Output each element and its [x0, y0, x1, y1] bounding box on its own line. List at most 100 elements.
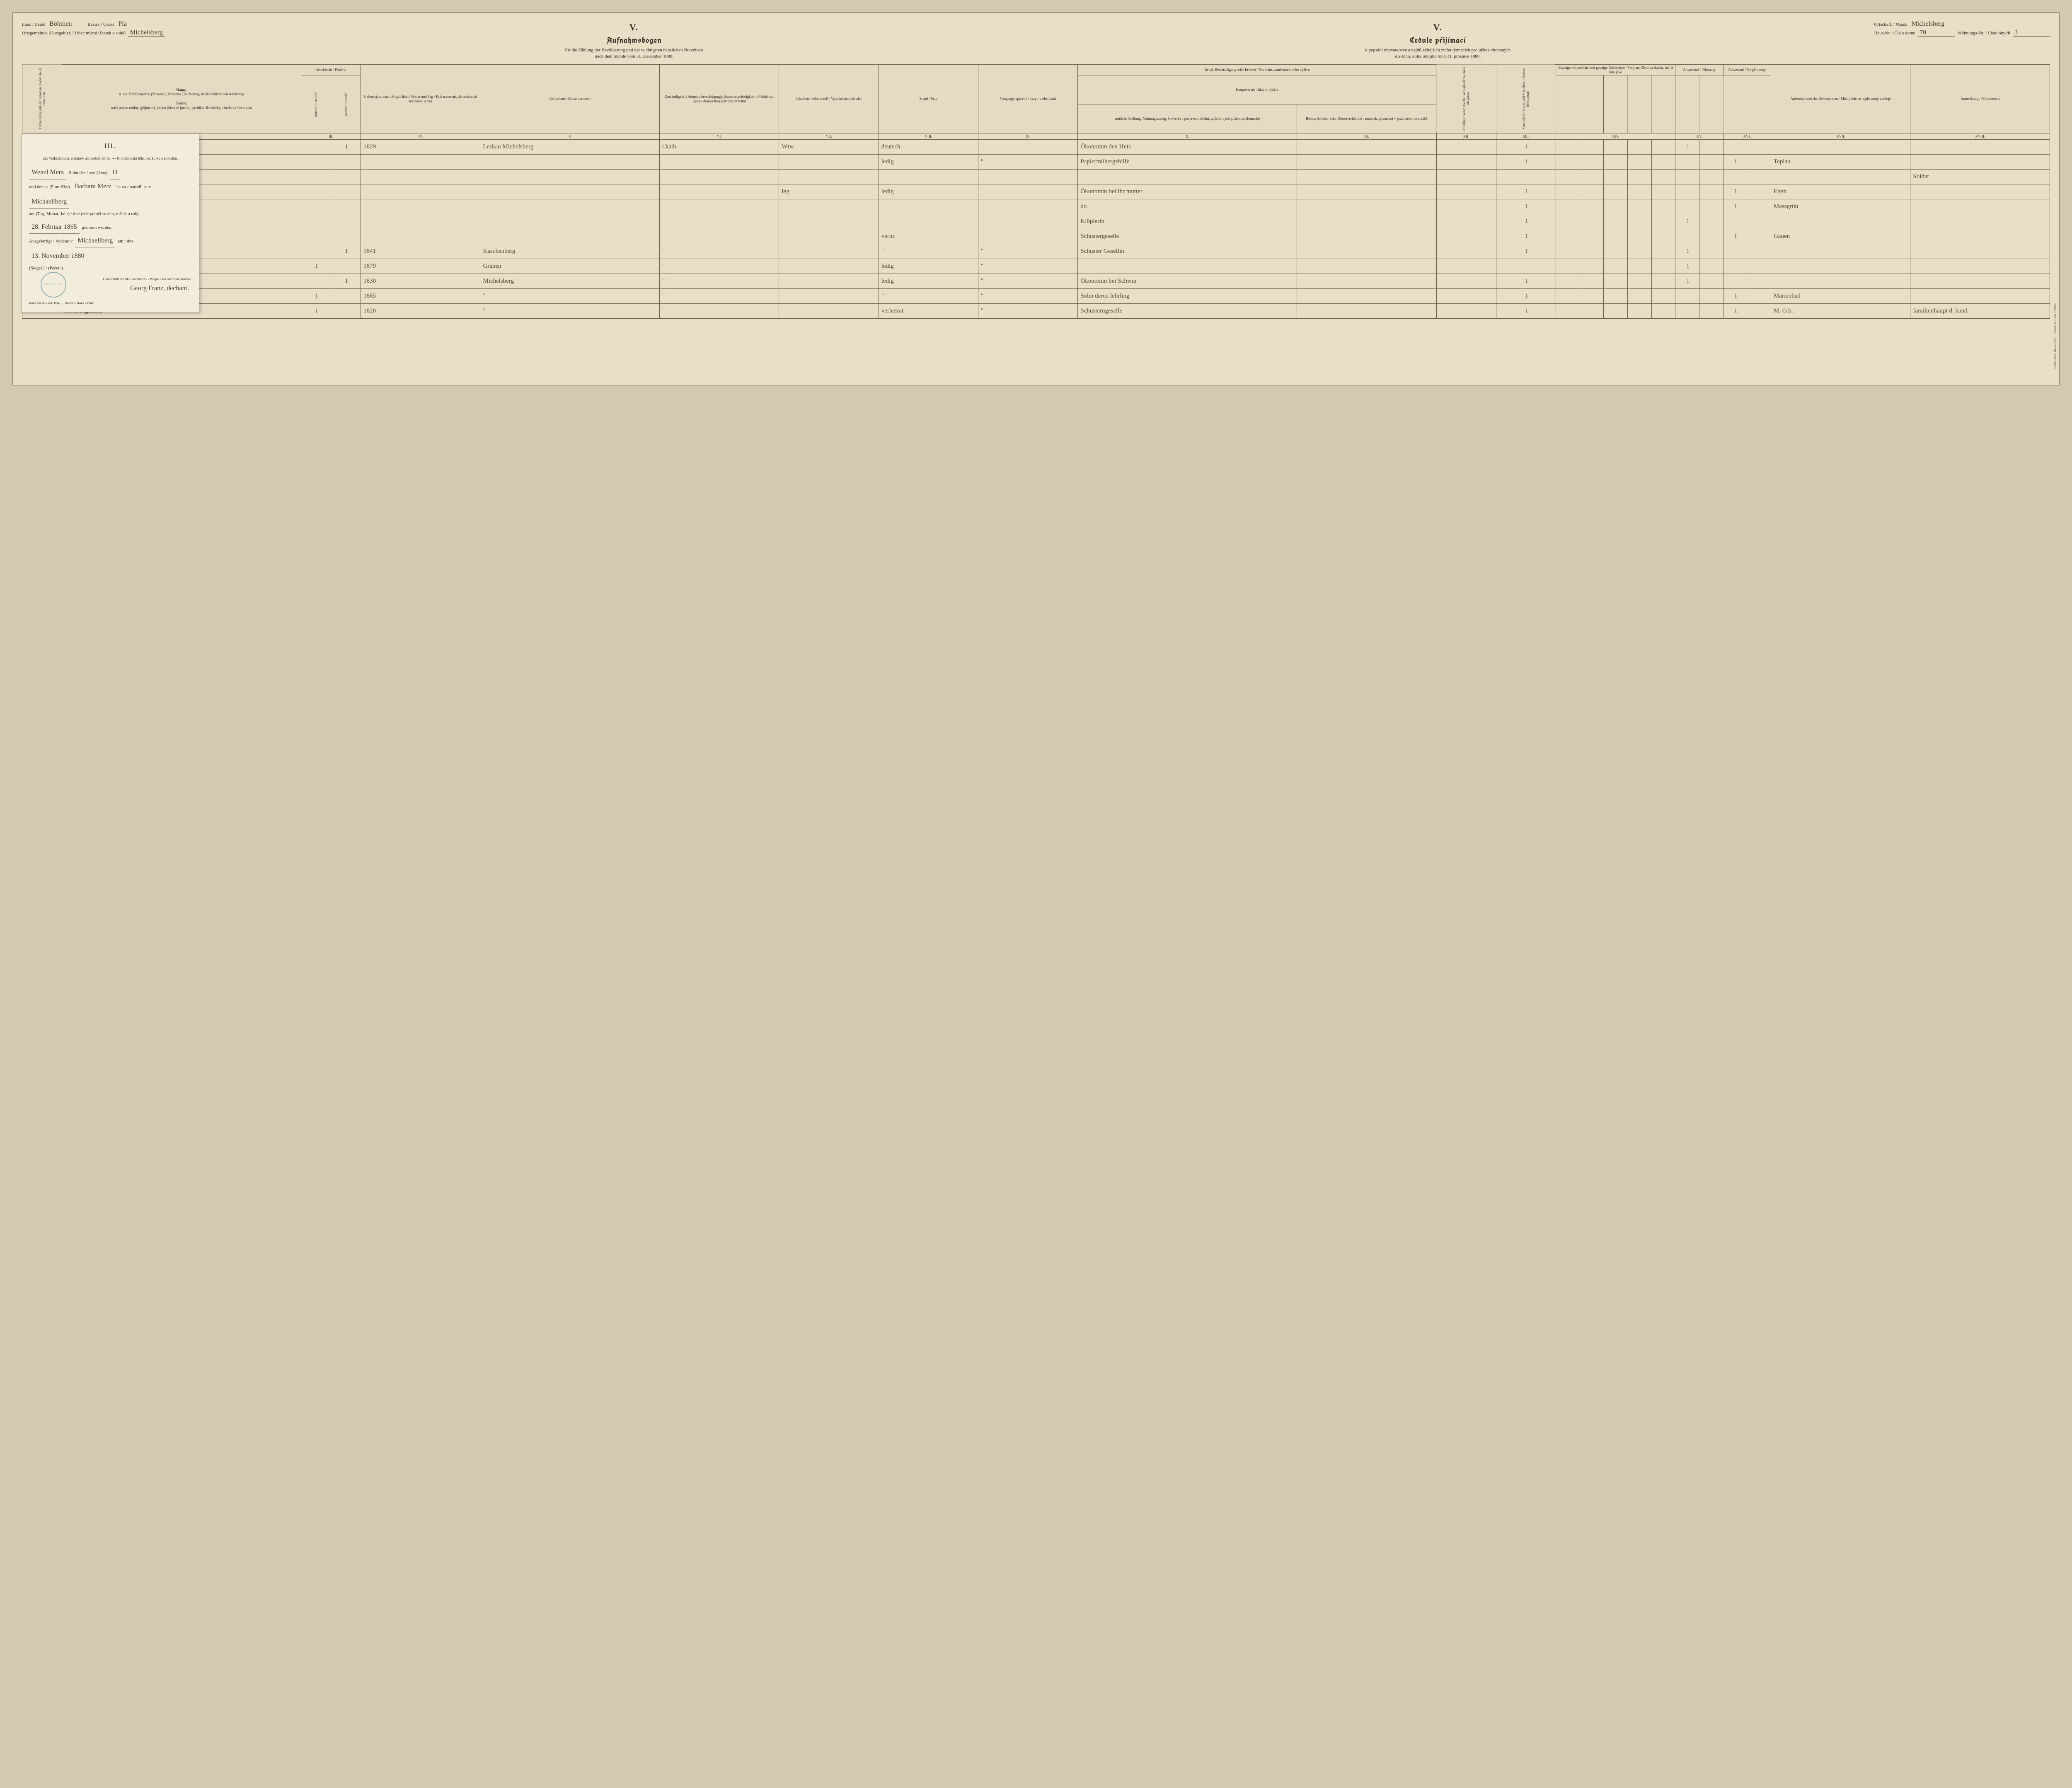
cell: [1699, 274, 1723, 289]
cell: [1604, 259, 1628, 274]
cell: [1651, 229, 1675, 244]
cell: 1: [1496, 184, 1556, 199]
sub-de-1: für die Zählung der Bevölkerung und der …: [249, 47, 1019, 53]
cell: [1910, 155, 2050, 170]
cell: [1556, 214, 1580, 229]
cell: [1556, 304, 1580, 319]
cell: ": [978, 304, 1078, 319]
cell: [779, 259, 879, 274]
cell: ": [660, 244, 779, 259]
h-neben: Allfälliger Nebenerwerb / Vedlejší výživ…: [1436, 64, 1496, 133]
ortschaft-label: Ortschaft: / Osada: [1874, 22, 1907, 27]
cell: Schusterngeselle: [1078, 304, 1297, 319]
cell: [1651, 140, 1675, 155]
cell: [1699, 214, 1723, 229]
cell: [331, 229, 361, 244]
h-birthyear: Geburtsjahr, nach Möglichkeit Monat und …: [361, 64, 480, 133]
cell: [1604, 229, 1628, 244]
cell: Soldat: [1910, 170, 2050, 184]
table-row: 12Mörz Sigmund11820""verheirat"Schustern…: [22, 304, 2050, 319]
cell: [1675, 304, 1699, 319]
haus-value: 70: [1918, 29, 1955, 37]
cell: [978, 184, 1078, 199]
cell: [1496, 259, 1556, 274]
cell: [779, 214, 879, 229]
cell: [1723, 170, 1747, 184]
cn: V.: [480, 133, 660, 140]
cell: [1627, 184, 1651, 199]
table-body: 1Mörz Ener11829Leskau Michelsbergr.kathW…: [22, 140, 2050, 319]
cell: 1: [1723, 184, 1747, 199]
cell: [1297, 244, 1436, 259]
cell: 1: [1496, 214, 1556, 229]
cell: [1556, 155, 1580, 170]
cell: [1675, 289, 1699, 304]
cell: [480, 229, 660, 244]
h-occ-top: Beruf, Beschäftigung oder Erwerb / Povol…: [1078, 64, 1436, 75]
cell: [779, 155, 879, 170]
cell: 1: [1496, 155, 1556, 170]
cell: 1: [1675, 214, 1699, 229]
cell: [1436, 259, 1496, 274]
cell: [1580, 140, 1604, 155]
cell: [1580, 274, 1604, 289]
cell: [301, 274, 331, 289]
cell: ": [879, 244, 978, 259]
cell: 1829: [361, 140, 480, 155]
cell: [1436, 244, 1496, 259]
cell: [1651, 244, 1675, 259]
cn: XIV.: [1556, 133, 1675, 140]
cell: [1910, 140, 2050, 155]
cell: Kaschenberg: [480, 244, 660, 259]
cell: ledig: [879, 155, 978, 170]
cell: 1: [301, 259, 331, 274]
cell: [301, 244, 331, 259]
h-aufenth: Aufenthaltsort des Abwesenden / Místo, k…: [1771, 64, 1910, 133]
wohn-value: 3: [2013, 29, 2050, 37]
cell: [1747, 274, 1771, 289]
cell: [1580, 304, 1604, 319]
cell: [480, 199, 660, 214]
census-table: Fortlaufende Zahl der Personen / Počet j…: [22, 64, 2050, 319]
cell: 1: [1675, 244, 1699, 259]
cell: [1436, 140, 1496, 155]
cell: [1580, 184, 1604, 199]
cell: 1: [1496, 140, 1556, 155]
h-g3: [1604, 75, 1628, 133]
cell: [1771, 259, 1910, 274]
cell: M. O.b.: [1771, 304, 1910, 319]
cell: 1: [331, 244, 361, 259]
meta-left: Land / Země Böhmen Bezirk / Okres Pla Or…: [22, 20, 165, 37]
cell: [361, 184, 480, 199]
h-religion: Glaubens-bekenntniß / Vyznání náboženské: [779, 64, 879, 133]
cell: [978, 214, 1078, 229]
cell: 1: [1723, 304, 1747, 319]
cell: 1: [1675, 140, 1699, 155]
cell: [1699, 259, 1723, 274]
cell: ": [978, 259, 1078, 274]
cell: [1771, 170, 1910, 184]
cell: [660, 155, 779, 170]
cell: [331, 289, 361, 304]
cell: [1556, 244, 1580, 259]
cell: [1078, 170, 1297, 184]
card-ausg-lab: Ausgefertigt / Vydáno v: [29, 237, 73, 246]
cell: [1604, 289, 1628, 304]
cell: Massgrün: [1771, 199, 1910, 214]
cell: [1627, 229, 1651, 244]
cell: 1: [1496, 229, 1556, 244]
cell: [1556, 289, 1580, 304]
cell: [779, 229, 879, 244]
cell: [1297, 289, 1436, 304]
h-haupt: Haupterwerb / hlavní výživa: [1078, 75, 1436, 104]
haus-label: Haus-Nr. / Číslo domu: [1874, 31, 1916, 36]
h-gebr: Etwaige körperliche und geistige Gebrech…: [1556, 64, 1675, 75]
cell: verhr.: [879, 229, 978, 244]
cell: [361, 214, 480, 229]
title-cz: V. Cedule přijímací k popsání obyvatelst…: [1053, 22, 1823, 60]
cell: ledig: [879, 184, 978, 199]
cell: 1: [1723, 155, 1747, 170]
cell: [660, 229, 779, 244]
h-besitz: Besitz, Arbeits- oder Dienstverhältniß /…: [1297, 104, 1436, 133]
cn: IX.: [978, 133, 1078, 140]
